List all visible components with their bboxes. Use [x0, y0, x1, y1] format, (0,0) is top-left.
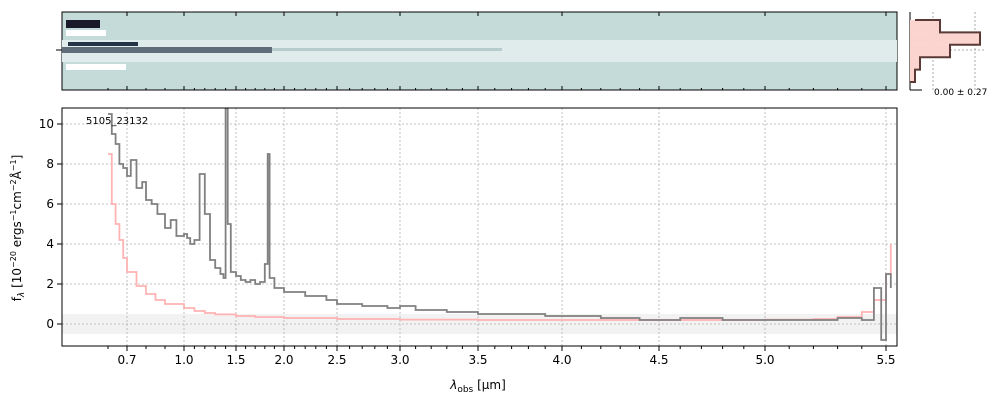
spectrum-2d-noise-mid: [68, 42, 138, 46]
series-layer: [108, 108, 892, 341]
spectrum-1d-panel: 0.7 1.0 1.5 2.0 2.5 3.0 3.5 4.0 4.5 5.0 5.5 0 2 4 6 8 1…: [9, 107, 898, 395]
x-axis-label: λobs [μm]: [449, 378, 506, 395]
histogram-panel: 0.00 ± 0.27: [909, 12, 987, 98]
x-tick-label: 2.5: [327, 353, 346, 367]
spectrum-2d-xticks: [107, 12, 887, 90]
spectrum-2d-noise-top: [66, 20, 100, 28]
plot-grid: [62, 108, 897, 346]
x-tick-label: 5.5: [876, 353, 895, 367]
spectrum-2d-white-band-top: [66, 30, 106, 36]
x-tick-label: 5.0: [755, 353, 774, 367]
x-tick-label: 3.0: [390, 353, 409, 367]
x-tick-label: 2.0: [274, 353, 293, 367]
y-tick-label: 4: [46, 237, 54, 251]
x-axis: 0.7 1.0 1.5 2.0 2.5 3.0 3.5 4.0 4.5 5.0 5.5: [107, 346, 896, 367]
histogram-bar: [910, 44, 950, 58]
histogram-bar: [910, 32, 980, 45]
spectrum-2d-faint-trace: [272, 48, 502, 51]
histogram-bars: [910, 19, 981, 83]
y-tick-label: 8: [46, 157, 54, 171]
x-tick-label: 4.5: [649, 353, 668, 367]
histogram-bar: [910, 57, 920, 70]
y-axis-label: fλ [10−20 ergs−1cm−2Å−1]: [9, 155, 27, 302]
x-tick-label: 4.0: [552, 353, 571, 367]
x-tick-label: 0.7: [117, 353, 136, 367]
spectrum-2d-white-band-bottom: [66, 64, 126, 70]
y-tick-label: 0: [46, 317, 54, 331]
spectrum-2d-bright-trace: [62, 47, 272, 53]
object-label: 5105_23132: [86, 116, 148, 127]
histogram-bar: [910, 20, 940, 33]
x-tick-label: 3.5: [468, 353, 487, 367]
histogram-outline: [910, 19, 981, 83]
histogram-label: 0.00 ± 0.27: [934, 88, 987, 98]
y-axis: 0 2 4 6 8 10: [39, 117, 62, 331]
x-tick-label: 1.5: [226, 353, 245, 367]
plot-frame: [61, 107, 898, 347]
spectrum-2d-panel: [56, 11, 898, 91]
histogram-bar: [910, 69, 915, 82]
spectrum-series: [108, 108, 892, 341]
y-tick-label: 10: [39, 117, 54, 131]
plot-area: [62, 108, 897, 346]
x-tick-label: 1.0: [174, 353, 193, 367]
y-tick-label: 6: [46, 197, 54, 211]
y-tick-label: 2: [46, 277, 54, 291]
